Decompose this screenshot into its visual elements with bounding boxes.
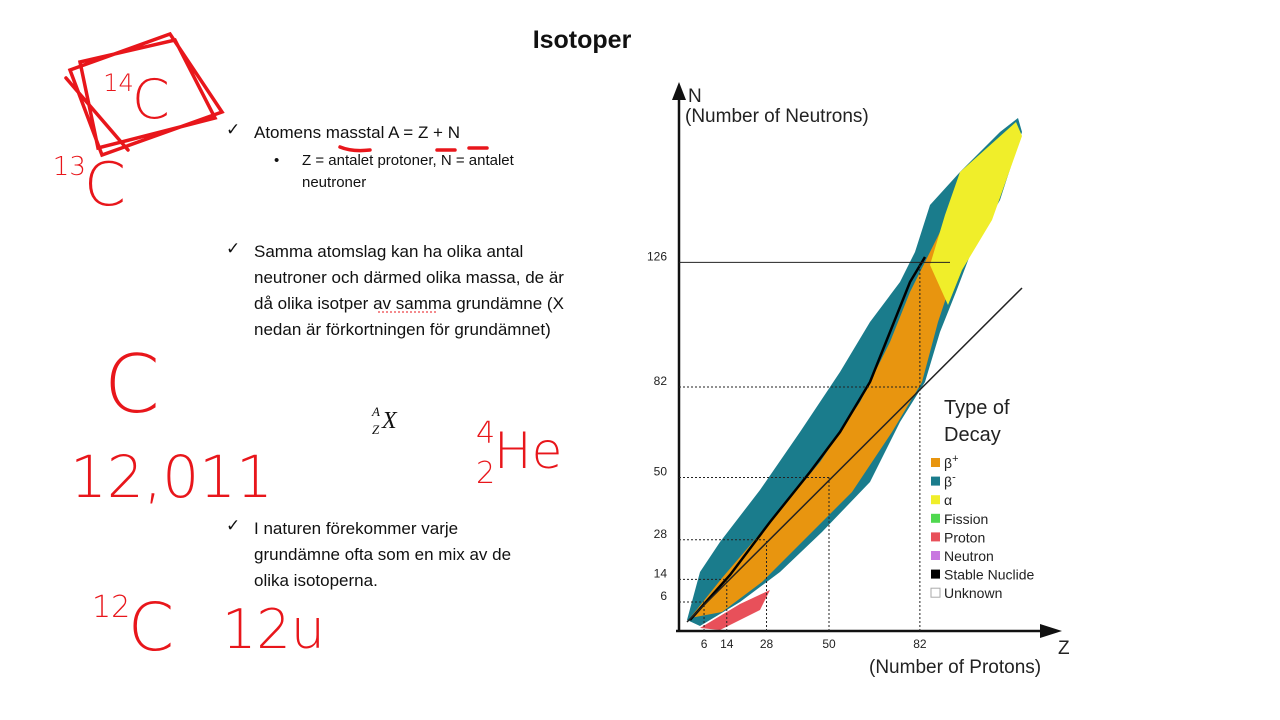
- annotation-sup: 13: [53, 152, 86, 182]
- annotation: C: [132, 68, 170, 131]
- legend-label: β+: [944, 453, 959, 471]
- legend-label: α: [944, 492, 952, 508]
- check-icon: ✓: [226, 239, 241, 258]
- stable-nuclides: [689, 256, 927, 621]
- legend-label-text: β: [944, 455, 952, 471]
- legend-swatch: [931, 495, 940, 505]
- legend-label: Proton: [944, 529, 985, 545]
- n-equals-z-line: [686, 287, 1023, 623]
- dot: •: [274, 152, 280, 169]
- legend-label-text: Neutron: [944, 548, 994, 564]
- legend-swatch: [931, 532, 940, 542]
- mass-number: A: [372, 404, 380, 419]
- annotation: C: [128, 589, 174, 666]
- legend-label-text: Proton: [944, 529, 985, 545]
- legend-label-text: β: [944, 474, 952, 490]
- y-axis-label: (Number of Neutrons): [685, 106, 869, 127]
- legend-label-sup: +: [952, 453, 958, 465]
- y-tick-label: 28: [654, 527, 668, 541]
- bullet-text: Atomens masstal A = Z + N: [254, 123, 460, 142]
- y-axis-symbol: N: [688, 86, 702, 107]
- sub-bullet-text: Z = antalet protoner, N = antalet neutro…: [302, 152, 514, 191]
- isotope-notation: A Z X: [370, 404, 397, 437]
- legend-label-text: Stable Nuclide: [944, 567, 1034, 583]
- bullet: ✓ Atomens masstal A = Z + N • Z = antalet…: [226, 120, 572, 194]
- legend-swatch: [931, 551, 940, 560]
- legend-label: Neutron: [944, 548, 994, 564]
- bullet: ✓ Samma atomslag kan ha olika antal neut…: [226, 239, 564, 343]
- annotation-sub: 2: [476, 456, 495, 491]
- annotation: C: [84, 150, 126, 220]
- legend-title-line: Decay: [944, 424, 1001, 446]
- beta-plus-region: [690, 152, 1000, 618]
- legend-swatch: [931, 476, 940, 486]
- sub-bullet: • Z = antalet protoner, N = antalet neutr…: [274, 150, 572, 194]
- annotation-sup: 12: [92, 590, 130, 625]
- bullet-text: I naturen förekommer varje grundämne oft…: [254, 519, 512, 590]
- underline: [435, 146, 489, 152]
- x-tick-label: 6: [701, 637, 708, 651]
- y-tick-label: 126: [647, 249, 667, 263]
- legend-label: Fission: [944, 511, 988, 527]
- legend-label: β-: [944, 472, 956, 490]
- y-tick-label: 14: [654, 566, 668, 580]
- annotation-sup: 14: [103, 69, 134, 97]
- y-tick-label: 82: [654, 374, 668, 388]
- check-icon: ✓: [226, 120, 241, 139]
- legend-title: Type of Decay: [944, 397, 1010, 446]
- legend-swatch: [931, 569, 940, 579]
- proton-region: [700, 590, 770, 630]
- handwriting-strokes: [64, 31, 489, 158]
- atomic-number: Z: [372, 422, 380, 437]
- x-tick-label: 14: [720, 637, 734, 651]
- annotation: C: [104, 338, 160, 431]
- x-tick-label: 50: [822, 637, 836, 651]
- annotation: 12u: [222, 598, 325, 661]
- legend-swatch: [931, 513, 940, 523]
- bullet-text: Samma atomslag kan ha olika antal neutro…: [254, 242, 564, 339]
- x-axis-label: (Number of Protons): [869, 657, 1041, 678]
- annotation-sup: 4: [476, 416, 495, 451]
- annotation: 12,011: [70, 443, 273, 511]
- legend-swatch: [931, 458, 940, 467]
- x-arrow: [1040, 624, 1062, 638]
- x-axis-symbol: Z: [1058, 638, 1070, 659]
- legend-label-text: Fission: [944, 511, 988, 527]
- legend-label-text: Unknown: [944, 585, 1002, 601]
- legend-label: Unknown: [944, 585, 1002, 601]
- y-tick-label: 6: [660, 589, 667, 603]
- check-icon: ✓: [226, 516, 241, 535]
- box-scribble: [64, 31, 225, 158]
- nuclide-chart: [687, 118, 1022, 630]
- y-arrow: [672, 82, 686, 100]
- slide-title: Isotoper: [532, 26, 632, 54]
- bullet: ✓ I naturen förekommer varje grundämne o…: [226, 516, 544, 594]
- y-tick-label: 50: [654, 465, 668, 479]
- x-tick-label: 28: [760, 637, 774, 651]
- legend-title-line: Type of: [944, 397, 1010, 419]
- legend-label-text: α: [944, 492, 952, 508]
- x-tick-label: 82: [913, 637, 927, 651]
- underline: [338, 145, 372, 153]
- legend-swatch: [930, 587, 941, 598]
- annotation: He: [494, 422, 562, 480]
- legend-label: Stable Nuclide: [944, 567, 1034, 583]
- element-symbol: X: [382, 408, 397, 434]
- alpha-region: [930, 122, 1022, 305]
- legend-label-sup: -: [952, 472, 956, 484]
